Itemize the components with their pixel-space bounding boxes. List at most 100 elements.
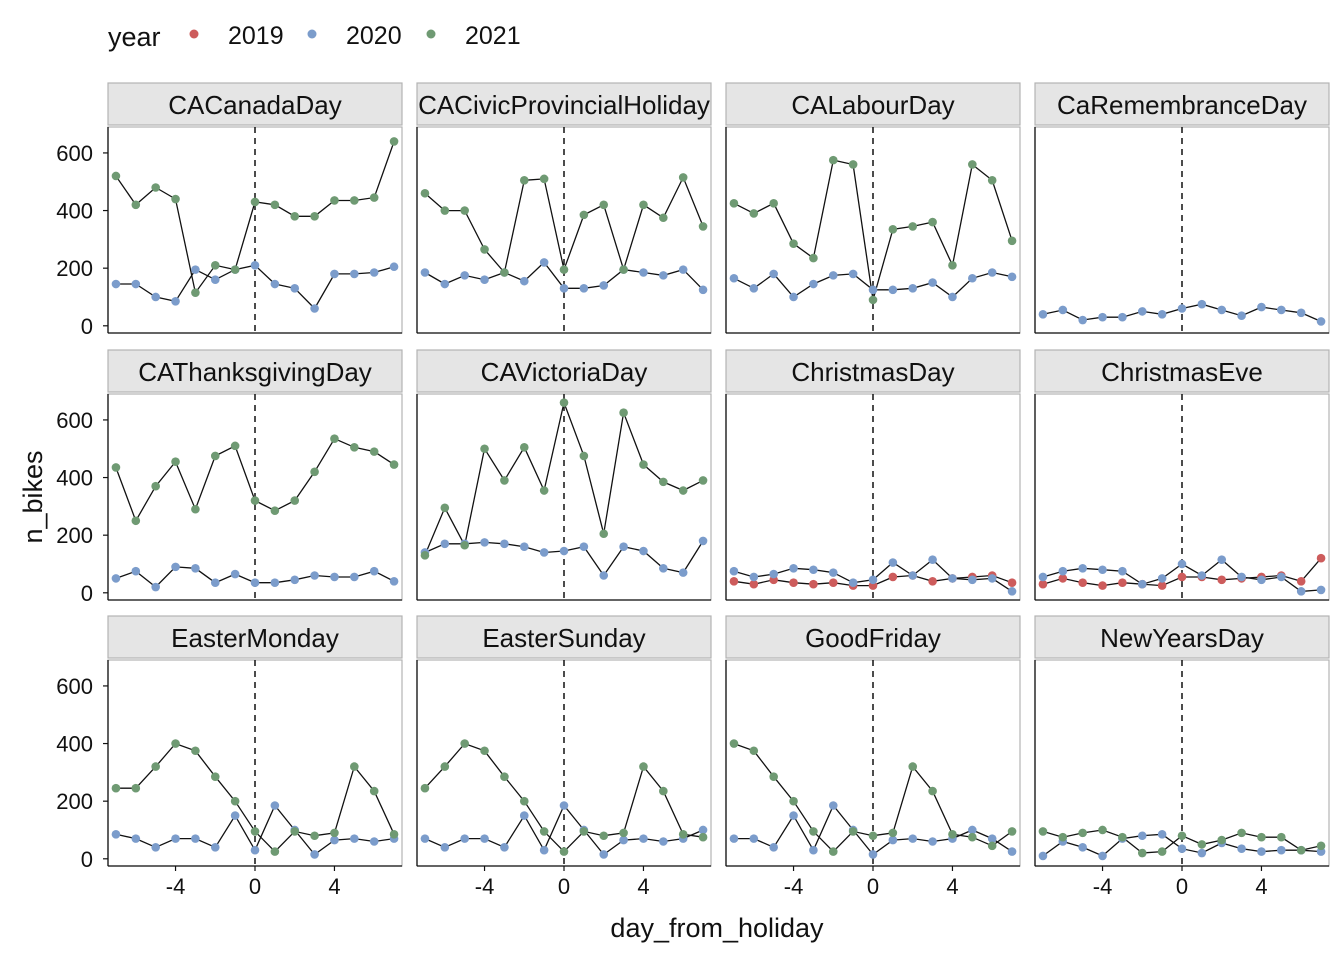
data-point-2020 <box>250 260 260 270</box>
y-tick-label: 400 <box>56 732 93 757</box>
data-point-2021 <box>1137 848 1147 858</box>
data-point-2020 <box>1007 272 1017 282</box>
data-point-2021 <box>1217 835 1227 845</box>
data-point-2021 <box>440 762 450 771</box>
legend-label-2019: 2019 <box>228 22 284 50</box>
data-point-2021 <box>1277 832 1286 842</box>
data-point-2020 <box>599 571 609 580</box>
data-point-2020 <box>350 269 359 279</box>
facet-strip <box>1034 82 1330 126</box>
data-point-2021 <box>519 796 529 806</box>
data-point-2019 <box>1316 553 1326 563</box>
data-point-2020 <box>987 834 997 843</box>
data-point-2021 <box>868 831 878 841</box>
data-point-2020 <box>1296 587 1306 596</box>
facet-panels: CACanadaDay CACivicProvincialHoliday CALab… <box>103 82 1330 871</box>
data-point-2020 <box>330 572 339 582</box>
data-point-2020 <box>698 536 708 546</box>
facet-strip-label: EasterSunday <box>482 623 645 653</box>
data-point-2020 <box>888 558 898 567</box>
data-point-2020 <box>908 834 918 843</box>
data-point-2019 <box>1177 572 1187 582</box>
data-point-2021 <box>789 239 798 248</box>
data-point-2021 <box>369 193 379 202</box>
data-point-2020 <box>330 269 339 279</box>
data-point-2020 <box>1237 572 1246 582</box>
x-tick-label: 4 <box>328 874 340 899</box>
data-point-2021 <box>948 260 957 270</box>
data-point-2021 <box>659 786 668 796</box>
data-point-2019 <box>1058 574 1068 583</box>
legend-title: year <box>108 22 161 52</box>
data-point-2021 <box>1118 832 1127 842</box>
data-point-2020 <box>230 569 240 579</box>
data-point-2021 <box>579 210 589 220</box>
data-point-2020 <box>111 279 121 289</box>
data-point-2019 <box>888 572 898 582</box>
data-point-2021 <box>290 212 300 221</box>
data-point-2021 <box>171 457 180 467</box>
data-point-2020 <box>789 811 798 820</box>
data-point-2019 <box>1098 581 1107 590</box>
facet-strip <box>416 82 712 126</box>
data-point-2020 <box>1277 305 1286 315</box>
data-point-2019 <box>1296 576 1306 586</box>
data-point-2021 <box>1058 832 1068 842</box>
data-point-2021 <box>769 772 778 781</box>
x-axis-title: day_from_holiday <box>610 913 824 943</box>
data-point-2021 <box>519 176 529 185</box>
data-point-2020 <box>1038 851 1048 861</box>
data-point-2021 <box>350 196 359 205</box>
facet-panel-CAVictoriaDay: CAVictoriaDay <box>416 349 712 601</box>
data-point-2020 <box>250 578 260 588</box>
data-point-2021 <box>579 451 589 461</box>
data-point-2020 <box>1137 831 1147 841</box>
x-tick-label: -4 <box>784 874 804 899</box>
data-point-2020 <box>729 273 739 283</box>
data-point-2020 <box>1157 830 1167 839</box>
data-point-2021 <box>480 444 489 454</box>
data-point-2019 <box>789 578 798 588</box>
data-point-2020 <box>1058 566 1068 576</box>
data-point-2021 <box>151 481 160 491</box>
data-point-2020 <box>579 284 589 293</box>
data-point-2021 <box>330 196 339 205</box>
data-point-2020 <box>151 292 160 302</box>
data-point-2020 <box>928 837 937 846</box>
data-point-2019 <box>828 578 838 588</box>
data-point-2021 <box>230 265 240 274</box>
facet-panel-EasterSunday: EasterSunday <box>416 615 712 871</box>
data-point-2021 <box>1296 845 1306 855</box>
data-point-2020 <box>500 539 509 549</box>
data-point-2020 <box>968 825 977 835</box>
data-point-2021 <box>1007 236 1017 246</box>
y-tick-label: 200 <box>56 256 93 281</box>
data-point-2020 <box>480 834 489 843</box>
data-point-2021 <box>828 847 838 856</box>
data-point-2020 <box>191 265 200 274</box>
data-point-2021 <box>350 443 359 452</box>
data-point-2020 <box>828 801 838 810</box>
data-point-2021 <box>310 212 319 221</box>
y-tick-label: 400 <box>56 199 93 224</box>
data-point-2020 <box>1257 575 1266 585</box>
data-point-2021 <box>639 460 648 469</box>
data-point-2019 <box>809 579 818 589</box>
x-tick-label: -4 <box>475 874 495 899</box>
data-point-2020 <box>539 548 549 557</box>
facet-strip <box>107 349 403 393</box>
data-point-2020 <box>171 834 180 843</box>
y-tick-label: 0 <box>81 847 93 872</box>
data-point-2021 <box>559 398 569 407</box>
data-point-2020 <box>151 582 160 592</box>
data-point-2021 <box>749 746 759 756</box>
data-point-2021 <box>848 160 858 169</box>
data-point-2020 <box>848 269 858 279</box>
data-point-2020 <box>389 576 399 586</box>
data-point-2021 <box>639 200 648 210</box>
data-point-2021 <box>171 739 180 748</box>
data-point-2020 <box>678 568 688 577</box>
x-tick-label: -4 <box>166 874 186 899</box>
y-tick-label: 200 <box>56 523 93 548</box>
data-point-2021 <box>749 209 759 218</box>
